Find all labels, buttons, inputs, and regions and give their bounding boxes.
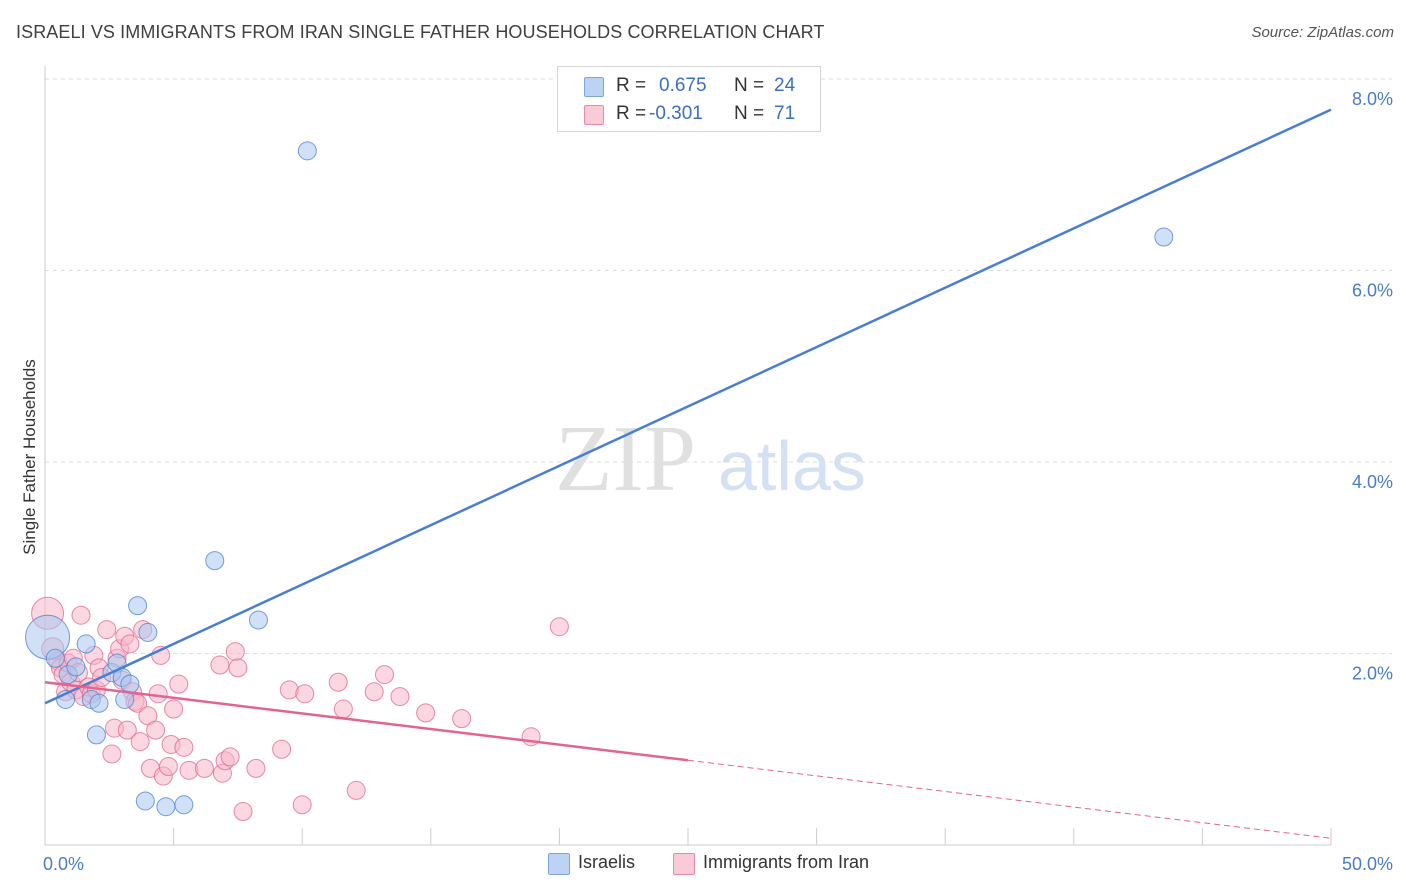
data-point bbox=[128, 596, 148, 616]
gridlines bbox=[45, 78, 1392, 654]
data-point bbox=[174, 737, 194, 757]
legend: R = 0.675 N = 24 R = -0.301 N = 71 bbox=[557, 66, 821, 132]
data-point bbox=[156, 797, 176, 817]
legend-r-label: R = bbox=[616, 75, 647, 96]
trend-line-solid bbox=[44, 680, 689, 762]
data-point bbox=[292, 795, 312, 815]
x-tick-label: 0.0% bbox=[43, 854, 84, 874]
data-point bbox=[225, 642, 245, 662]
trend-line bbox=[44, 108, 1332, 705]
data-point bbox=[102, 744, 122, 764]
data-point bbox=[97, 620, 117, 640]
data-point bbox=[117, 720, 137, 740]
bottom-legend-label-iran: Immigrants from Iran bbox=[703, 852, 870, 872]
data-point bbox=[194, 758, 214, 778]
y-tick-label: 2.0% bbox=[1352, 664, 1393, 684]
data-point bbox=[233, 801, 253, 821]
data-point bbox=[138, 622, 158, 642]
data-point bbox=[333, 699, 353, 719]
data-point bbox=[220, 747, 240, 767]
data-point bbox=[364, 682, 384, 702]
data-point bbox=[246, 758, 266, 778]
legend-r-value: -0.301 bbox=[649, 103, 703, 124]
data-point bbox=[452, 709, 472, 729]
data-point bbox=[66, 657, 86, 677]
legend-swatch-iran bbox=[584, 105, 604, 125]
trend-lines bbox=[44, 108, 1332, 839]
y-tick-label: 8.0% bbox=[1352, 89, 1393, 109]
data-point bbox=[169, 674, 189, 694]
data-point bbox=[76, 634, 96, 654]
data-point bbox=[295, 684, 315, 704]
bottom-legend-swatch-israelis bbox=[548, 853, 570, 875]
data-point bbox=[228, 658, 248, 678]
data-point bbox=[297, 141, 317, 161]
data-point bbox=[120, 674, 140, 694]
tick-labels: 2.0% 4.0% 6.0% 8.0% 0.0% 50.0% bbox=[43, 89, 1393, 874]
data-point bbox=[71, 605, 91, 625]
chart-title: ISRAELI VS IMMIGRANTS FROM IRAN SINGLE F… bbox=[16, 22, 825, 42]
legend-n-value: 71 bbox=[774, 103, 796, 124]
bottom-legend-swatch-iran bbox=[673, 853, 695, 875]
data-point bbox=[130, 732, 150, 752]
data-point bbox=[86, 725, 106, 745]
data-point bbox=[25, 614, 71, 660]
y-tick-label: 4.0% bbox=[1352, 472, 1393, 492]
legend-n-value: 24 bbox=[774, 75, 796, 96]
watermark-atlas: atlas bbox=[718, 427, 866, 505]
legend-r-value: 0.675 bbox=[659, 75, 707, 96]
data-point bbox=[135, 791, 155, 811]
bottom-legend-label-israelis: Israelis bbox=[578, 852, 636, 872]
data-point bbox=[1154, 227, 1174, 247]
data-point bbox=[146, 720, 166, 740]
data-point bbox=[148, 684, 168, 704]
axes bbox=[44, 66, 1332, 846]
legend-r-label: R = bbox=[616, 103, 647, 124]
series-israelis-points bbox=[25, 141, 1174, 817]
data-point bbox=[158, 756, 178, 776]
data-point bbox=[164, 699, 184, 719]
y-tick-label: 6.0% bbox=[1352, 281, 1393, 301]
legend-row-israelis: R = 0.675 N = 24 bbox=[558, 73, 820, 101]
data-point bbox=[205, 551, 225, 571]
watermark-zip: ZIP bbox=[555, 407, 696, 511]
legend-n-label: N = bbox=[734, 75, 765, 96]
trend-line-dashed bbox=[687, 759, 1332, 839]
data-point bbox=[346, 780, 366, 800]
legend-row-iran: R = -0.301 N = 71 bbox=[558, 101, 820, 129]
data-point bbox=[45, 648, 65, 668]
legend-swatch-israelis bbox=[584, 77, 604, 97]
data-point bbox=[210, 655, 230, 675]
data-point bbox=[390, 687, 410, 707]
y-axis-label: Single Father Households bbox=[20, 359, 39, 555]
watermark: ZIP atlas bbox=[555, 407, 866, 511]
data-point bbox=[174, 795, 194, 815]
data-point bbox=[549, 617, 569, 637]
series-iran-points bbox=[31, 596, 569, 821]
data-point bbox=[375, 665, 395, 685]
data-point bbox=[248, 610, 268, 630]
data-point bbox=[120, 634, 140, 654]
data-point bbox=[272, 739, 292, 759]
data-point bbox=[416, 703, 436, 723]
legend-n-label: N = bbox=[734, 103, 765, 124]
source-note: Source: ZipAtlas.com bbox=[1251, 24, 1394, 41]
data-point bbox=[89, 693, 109, 713]
x-tick-label: 50.0% bbox=[1342, 854, 1393, 874]
data-point bbox=[328, 672, 348, 692]
